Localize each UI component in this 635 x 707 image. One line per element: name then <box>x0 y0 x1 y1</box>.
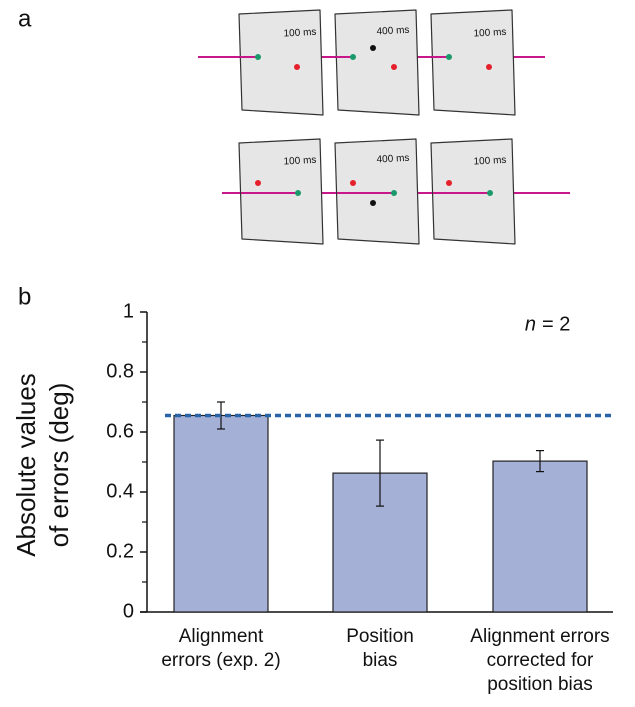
green-dot <box>391 190 397 196</box>
y-tick-label: 0.6 <box>106 420 134 442</box>
x-tick-label: corrected for <box>487 650 594 671</box>
bar <box>492 460 588 613</box>
duration-label: 400 ms <box>376 25 409 38</box>
bar <box>173 414 269 613</box>
duration-label: 100 ms <box>473 27 506 40</box>
green-dot <box>487 190 493 196</box>
error-bar <box>376 439 384 507</box>
frame <box>334 9 420 116</box>
annotation-text: = 2 <box>542 313 570 335</box>
x-tick-label: Position <box>346 626 414 647</box>
red-dot <box>255 180 261 186</box>
duration-label: 400 ms <box>376 153 409 166</box>
black-dot <box>370 45 376 51</box>
y-axis-label: of errors (deg) <box>44 383 74 548</box>
red-dot <box>391 64 397 70</box>
duration-label: 100 ms <box>283 155 316 168</box>
red-dot <box>350 180 356 186</box>
frame <box>430 138 516 245</box>
frame <box>430 9 516 116</box>
x-tick-label: position bias <box>487 674 593 695</box>
frame <box>238 9 324 116</box>
y-tick-label: 1 <box>123 300 134 322</box>
green-dot <box>350 54 356 60</box>
black-dot <box>370 200 376 206</box>
bar <box>332 472 428 613</box>
x-tick-label: Alignment errors <box>470 626 609 647</box>
panel-label: a <box>18 5 32 32</box>
green-dot <box>255 54 261 60</box>
y-tick-label: 0.2 <box>106 540 134 562</box>
y-tick-label: 0 <box>123 600 134 622</box>
annotation-symbol: n <box>525 313 536 335</box>
frame <box>334 138 420 245</box>
red-dot <box>486 64 492 70</box>
duration-label: 100 ms <box>473 155 506 168</box>
x-tick-label: errors (exp. 2) <box>161 650 280 671</box>
frame <box>238 138 324 245</box>
panel-a: 100 ms 400 ms 100 ms 100 ms 400 ms 100 m… <box>198 9 570 245</box>
green-dot <box>295 190 301 196</box>
duration-label: 100 ms <box>283 27 316 40</box>
x-tick-label: bias <box>363 650 398 671</box>
x-tick-label: Alignment <box>179 626 264 647</box>
panel-label: b <box>18 283 31 310</box>
y-tick-label: 0.4 <box>106 480 134 502</box>
error-bar <box>536 450 544 473</box>
y-tick-label: 0.8 <box>106 360 134 382</box>
green-dot <box>446 54 452 60</box>
red-dot <box>446 180 452 186</box>
red-dot <box>294 64 300 70</box>
y-axis-label: Absolute values <box>11 373 41 557</box>
